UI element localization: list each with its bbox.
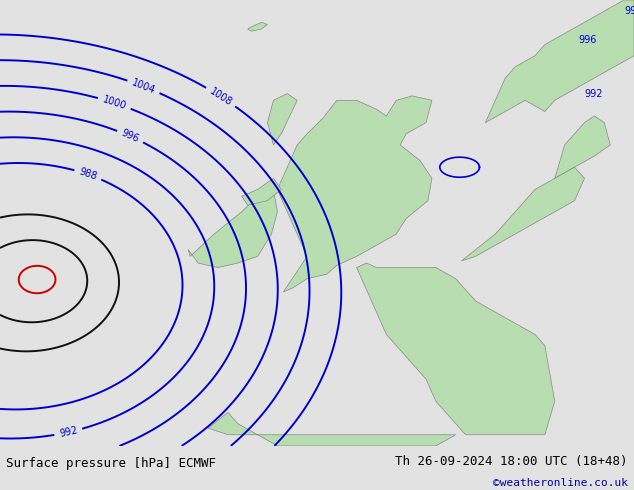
Polygon shape: [268, 94, 297, 145]
Text: 992: 992: [585, 89, 603, 98]
Polygon shape: [208, 413, 456, 446]
Text: 1004: 1004: [131, 77, 157, 96]
Polygon shape: [356, 263, 555, 435]
Text: ©weatheronline.co.uk: ©weatheronline.co.uk: [493, 478, 628, 489]
Text: Th 26-09-2024 18:00 UTC (18+48): Th 26-09-2024 18:00 UTC (18+48): [395, 455, 628, 468]
Text: 996: 996: [578, 35, 597, 45]
Text: 1008: 1008: [208, 86, 234, 107]
Polygon shape: [555, 116, 610, 178]
Text: Surface pressure [hPa] ECMWF: Surface pressure [hPa] ECMWF: [6, 457, 216, 470]
Polygon shape: [188, 190, 278, 268]
Text: 99: 99: [624, 6, 634, 16]
Polygon shape: [248, 22, 268, 31]
Polygon shape: [242, 178, 281, 205]
Text: 992: 992: [58, 425, 79, 439]
Text: 1000: 1000: [101, 95, 127, 112]
Text: 996: 996: [120, 128, 141, 145]
Text: 988: 988: [78, 167, 98, 182]
Polygon shape: [278, 96, 432, 292]
Polygon shape: [462, 167, 585, 261]
Polygon shape: [486, 0, 634, 122]
